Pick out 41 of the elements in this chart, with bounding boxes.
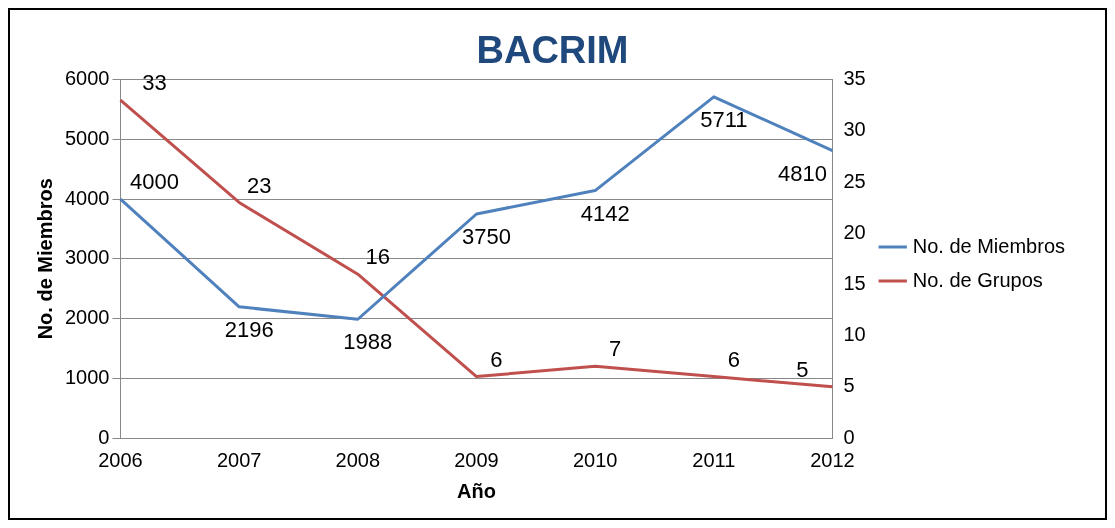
legend-label: No. de Miembros [912, 234, 1066, 257]
data-label: 2196 [224, 316, 274, 342]
x-tick-label: 2010 [572, 448, 618, 471]
data-label: 6 [490, 346, 503, 372]
y-tick-label: 6000 [64, 67, 110, 90]
x-tick-label: 2007 [216, 448, 262, 471]
y2-tick-label: 5 [843, 374, 855, 397]
data-label: 6 [727, 346, 740, 372]
data-label: 3750 [462, 224, 511, 250]
y-tick-label: 4000 [64, 186, 110, 209]
x-axis-title: Año [457, 479, 496, 502]
x-tick-label: 2011 [692, 448, 736, 471]
y2-tick-label: 0 [843, 425, 855, 448]
data-label: 33 [142, 70, 167, 96]
legend-label: No. de Grupos [912, 268, 1043, 291]
data-label: 4810 [778, 160, 827, 186]
y2-tick-label: 30 [843, 118, 866, 141]
data-label: 23 [246, 172, 272, 198]
y-tick-label: 1000 [64, 365, 110, 388]
data-label: 4142 [580, 200, 630, 226]
y2-tick-label: 15 [843, 271, 866, 294]
y-tick-label: 0 [98, 425, 110, 448]
y-tick-label: 3000 [64, 246, 110, 269]
x-tick-label: 2009 [454, 448, 499, 471]
y-tick-label: 2000 [64, 306, 110, 329]
chart-title: BACRIM [476, 29, 629, 72]
data-label: 4000 [130, 169, 179, 195]
x-tick-label: 2006 [98, 448, 143, 471]
data-label: 1988 [343, 329, 393, 355]
y-axis-title: No. de Miembros [33, 178, 56, 340]
y-tick-label: 5000 [64, 126, 110, 149]
x-tick-label: 2012 [810, 448, 855, 471]
data-label: 5 [796, 356, 809, 382]
data-label: 5711 [700, 106, 748, 132]
y2-tick-label: 10 [843, 323, 866, 346]
data-label: 16 [365, 244, 391, 270]
data-label: 7 [609, 336, 622, 362]
y2-tick-label: 20 [843, 220, 866, 243]
y2-tick-label: 25 [843, 169, 866, 192]
x-tick-label: 2008 [335, 448, 381, 471]
y2-tick-label: 35 [843, 67, 866, 90]
